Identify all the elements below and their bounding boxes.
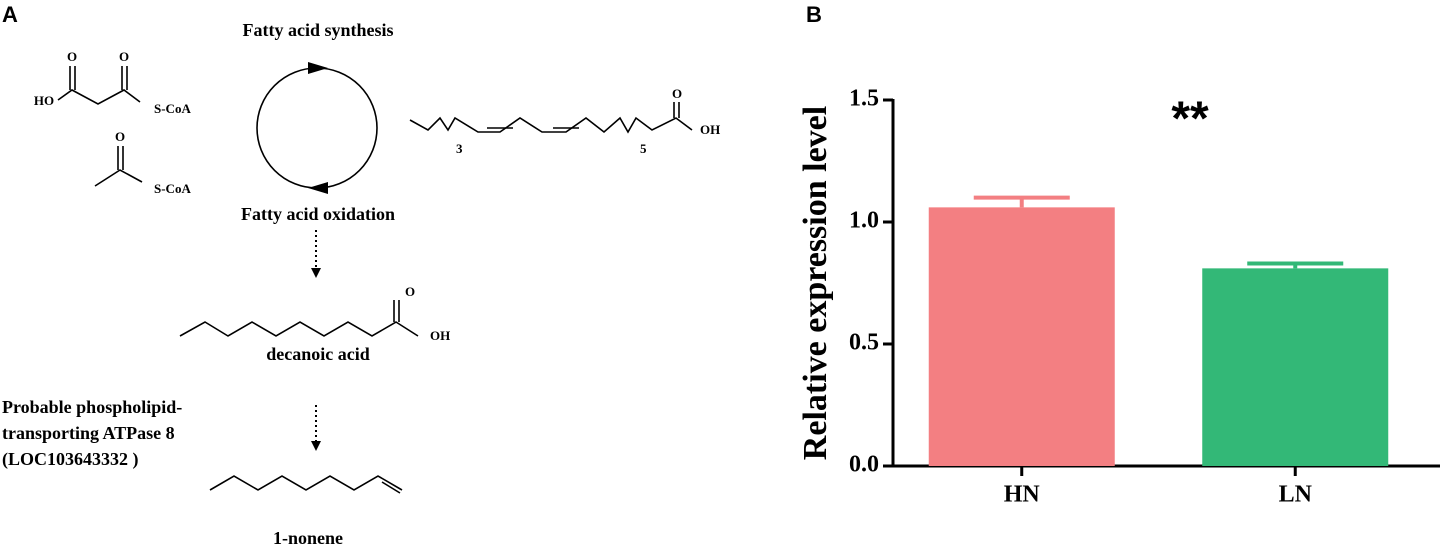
bar [928, 207, 1115, 467]
enzyme-label: (LOC103643332 ) [2, 449, 139, 470]
arrowhead [308, 182, 328, 194]
molecule-bond [94, 169, 143, 187]
atom-label: S-CoA [154, 181, 191, 196]
arrowhead [308, 62, 328, 74]
atom-label: O [672, 86, 682, 101]
atom-label: 3 [456, 141, 463, 156]
arrowhead [311, 268, 321, 278]
cycle [256, 67, 378, 189]
atom-label: 5 [640, 141, 647, 156]
product-label: decanoic acid [266, 344, 370, 364]
atom-label: O [405, 284, 415, 299]
panel-label: B [806, 2, 822, 27]
product-label: 1-nonene [273, 528, 343, 548]
x-tick-label: LN [1279, 482, 1313, 508]
enzyme-label: Probable phospholipid- [2, 397, 182, 417]
annotation: ** [1171, 93, 1209, 146]
y-tick-label: 1.5 [849, 86, 879, 112]
arrowhead [311, 441, 321, 451]
bar [1202, 268, 1389, 466]
molecule-bond [57, 89, 141, 105]
y-tick-label: 1.0 [849, 208, 879, 234]
cycle-bottom-label: Fatty acid oxidation [241, 204, 395, 224]
atom-label: HO [34, 93, 54, 108]
molecule-bond [179, 321, 419, 337]
atom-label: O [115, 129, 125, 144]
atom-label: O [67, 49, 77, 64]
y-axis-label: Relative expression level [797, 106, 834, 460]
atom-label: O [119, 49, 129, 64]
enzyme-label: transporting ATPase 8 [2, 423, 175, 443]
panel-label: A [2, 2, 18, 27]
y-tick-label: 0.0 [849, 452, 879, 478]
molecule-bond [209, 475, 403, 491]
x-tick-label: HN [1004, 482, 1041, 508]
atom-label: OH [430, 328, 450, 343]
cycle-top-label: Fatty acid synthesis [242, 20, 393, 40]
atom-label: S-CoA [154, 101, 191, 116]
molecule-bond [381, 481, 401, 494]
y-tick-label: 0.5 [849, 330, 879, 356]
atom-label: OH [700, 122, 720, 137]
molecule-bond [409, 116, 693, 134]
